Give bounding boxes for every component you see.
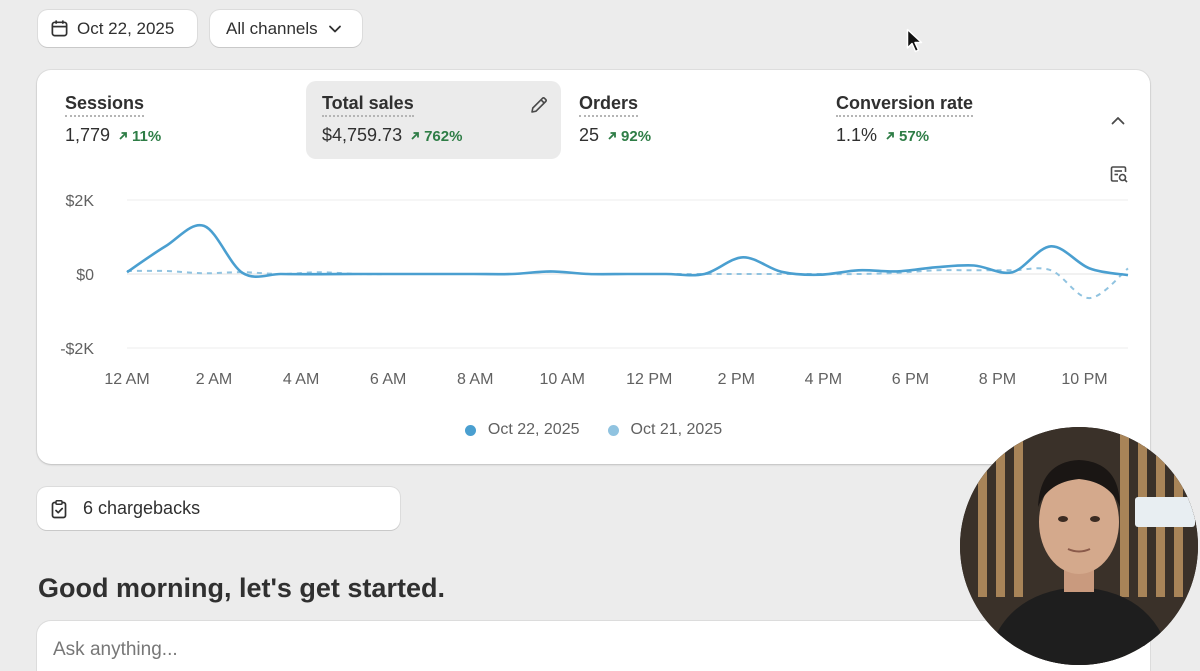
presenter-video-image bbox=[960, 427, 1198, 665]
y-tick-label: -$2K bbox=[60, 341, 94, 358]
ask-input[interactable] bbox=[53, 639, 953, 661]
greeting-heading: Good morning, let's get started. bbox=[38, 573, 445, 603]
legend-dot bbox=[607, 424, 619, 436]
mouse-cursor-icon bbox=[906, 28, 923, 53]
sales-line-chart: $2K $0 -$2K 12 AM 2 AM 4 AM 6 AM 8 AM 10 AM 12 PM… bbox=[60, 193, 1129, 388]
legend-item-current[interactable]: Oct 22, 2025 bbox=[464, 421, 580, 439]
metric-value: $4,759.73 bbox=[322, 125, 403, 145]
y-tick-label: $2K bbox=[66, 193, 95, 210]
x-tick-label: 12 AM bbox=[104, 371, 149, 388]
legend-dot bbox=[464, 424, 476, 436]
arrow-up-right-icon bbox=[119, 132, 127, 140]
metric-conversion-rate[interactable]: Conversion rate 1.1% 57% bbox=[820, 81, 1075, 159]
metric-value: 1,779 bbox=[65, 125, 111, 145]
chart-analyze-icon[interactable] bbox=[1109, 164, 1129, 184]
chargebacks-label: 6 chargebacks bbox=[83, 498, 201, 518]
metric-value: 1.1% bbox=[836, 125, 878, 145]
x-tick-label: 4 AM bbox=[283, 371, 319, 388]
x-tick-label: 2 PM bbox=[718, 371, 755, 388]
chart-legend: Oct 22, 2025 Oct 21, 2025 bbox=[37, 421, 1150, 439]
x-tick-label: 10 AM bbox=[540, 371, 585, 388]
chevron-down-icon bbox=[328, 25, 341, 32]
metric-change-value: 762% bbox=[424, 127, 463, 145]
metric-label: Total sales bbox=[322, 93, 414, 117]
x-tick-label: 8 PM bbox=[979, 371, 1016, 388]
analytics-card: Sessions 1,779 11% Total sales $4,759.73… bbox=[37, 70, 1150, 464]
date-label: Oct 22, 2025 bbox=[77, 18, 175, 38]
channels-label: All channels bbox=[226, 18, 318, 38]
x-tick-label: 8 AM bbox=[457, 371, 493, 388]
metric-label: Conversion rate bbox=[836, 93, 974, 117]
metric-value: 25 bbox=[579, 125, 600, 145]
ask-box bbox=[37, 621, 1150, 671]
clipboard-check-icon bbox=[51, 499, 67, 518]
metric-change: 92% bbox=[607, 128, 651, 145]
pencil-icon[interactable] bbox=[529, 95, 549, 115]
calendar-icon bbox=[51, 20, 68, 37]
legend-label: Oct 22, 2025 bbox=[487, 421, 580, 438]
arrow-up-right-icon bbox=[886, 132, 894, 140]
legend-item-previous[interactable]: Oct 21, 2025 bbox=[607, 421, 723, 439]
metric-label: Orders bbox=[579, 93, 639, 117]
metric-total-sales[interactable]: Total sales $4,759.73 762% bbox=[306, 81, 561, 159]
chargebacks-button[interactable]: 6 chargebacks bbox=[37, 487, 400, 530]
chevron-up-icon[interactable] bbox=[1109, 112, 1127, 130]
arrow-up-right-icon bbox=[608, 132, 616, 140]
series-line-oct-22 bbox=[126, 223, 1129, 279]
metric-label: Sessions bbox=[65, 93, 145, 117]
y-tick-label: $0 bbox=[76, 267, 94, 284]
x-tick-label: 6 AM bbox=[370, 371, 406, 388]
date-picker-button[interactable]: Oct 22, 2025 bbox=[38, 10, 197, 47]
metric-sessions[interactable]: Sessions 1,779 11% bbox=[49, 81, 304, 159]
metric-change-value: 92% bbox=[621, 127, 652, 145]
arrow-up-right-icon bbox=[411, 132, 419, 140]
legend-label: Oct 21, 2025 bbox=[630, 421, 723, 438]
x-tick-label: 4 PM bbox=[805, 371, 842, 388]
x-tick-label: 6 PM bbox=[892, 371, 929, 388]
metric-change: 11% bbox=[118, 128, 161, 145]
metric-orders[interactable]: Orders 25 92% bbox=[563, 81, 818, 159]
metric-change: 762% bbox=[410, 128, 462, 145]
webcam-overlay bbox=[960, 427, 1198, 665]
channels-dropdown[interactable]: All channels bbox=[210, 10, 362, 47]
x-tick-label: 10 PM bbox=[1061, 371, 1107, 388]
x-tick-label: 12 PM bbox=[626, 371, 672, 388]
metric-change-value: 11% bbox=[132, 127, 162, 145]
metric-change: 57% bbox=[885, 128, 929, 145]
metric-change-value: 57% bbox=[899, 127, 930, 145]
x-tick-label: 2 AM bbox=[196, 371, 232, 388]
